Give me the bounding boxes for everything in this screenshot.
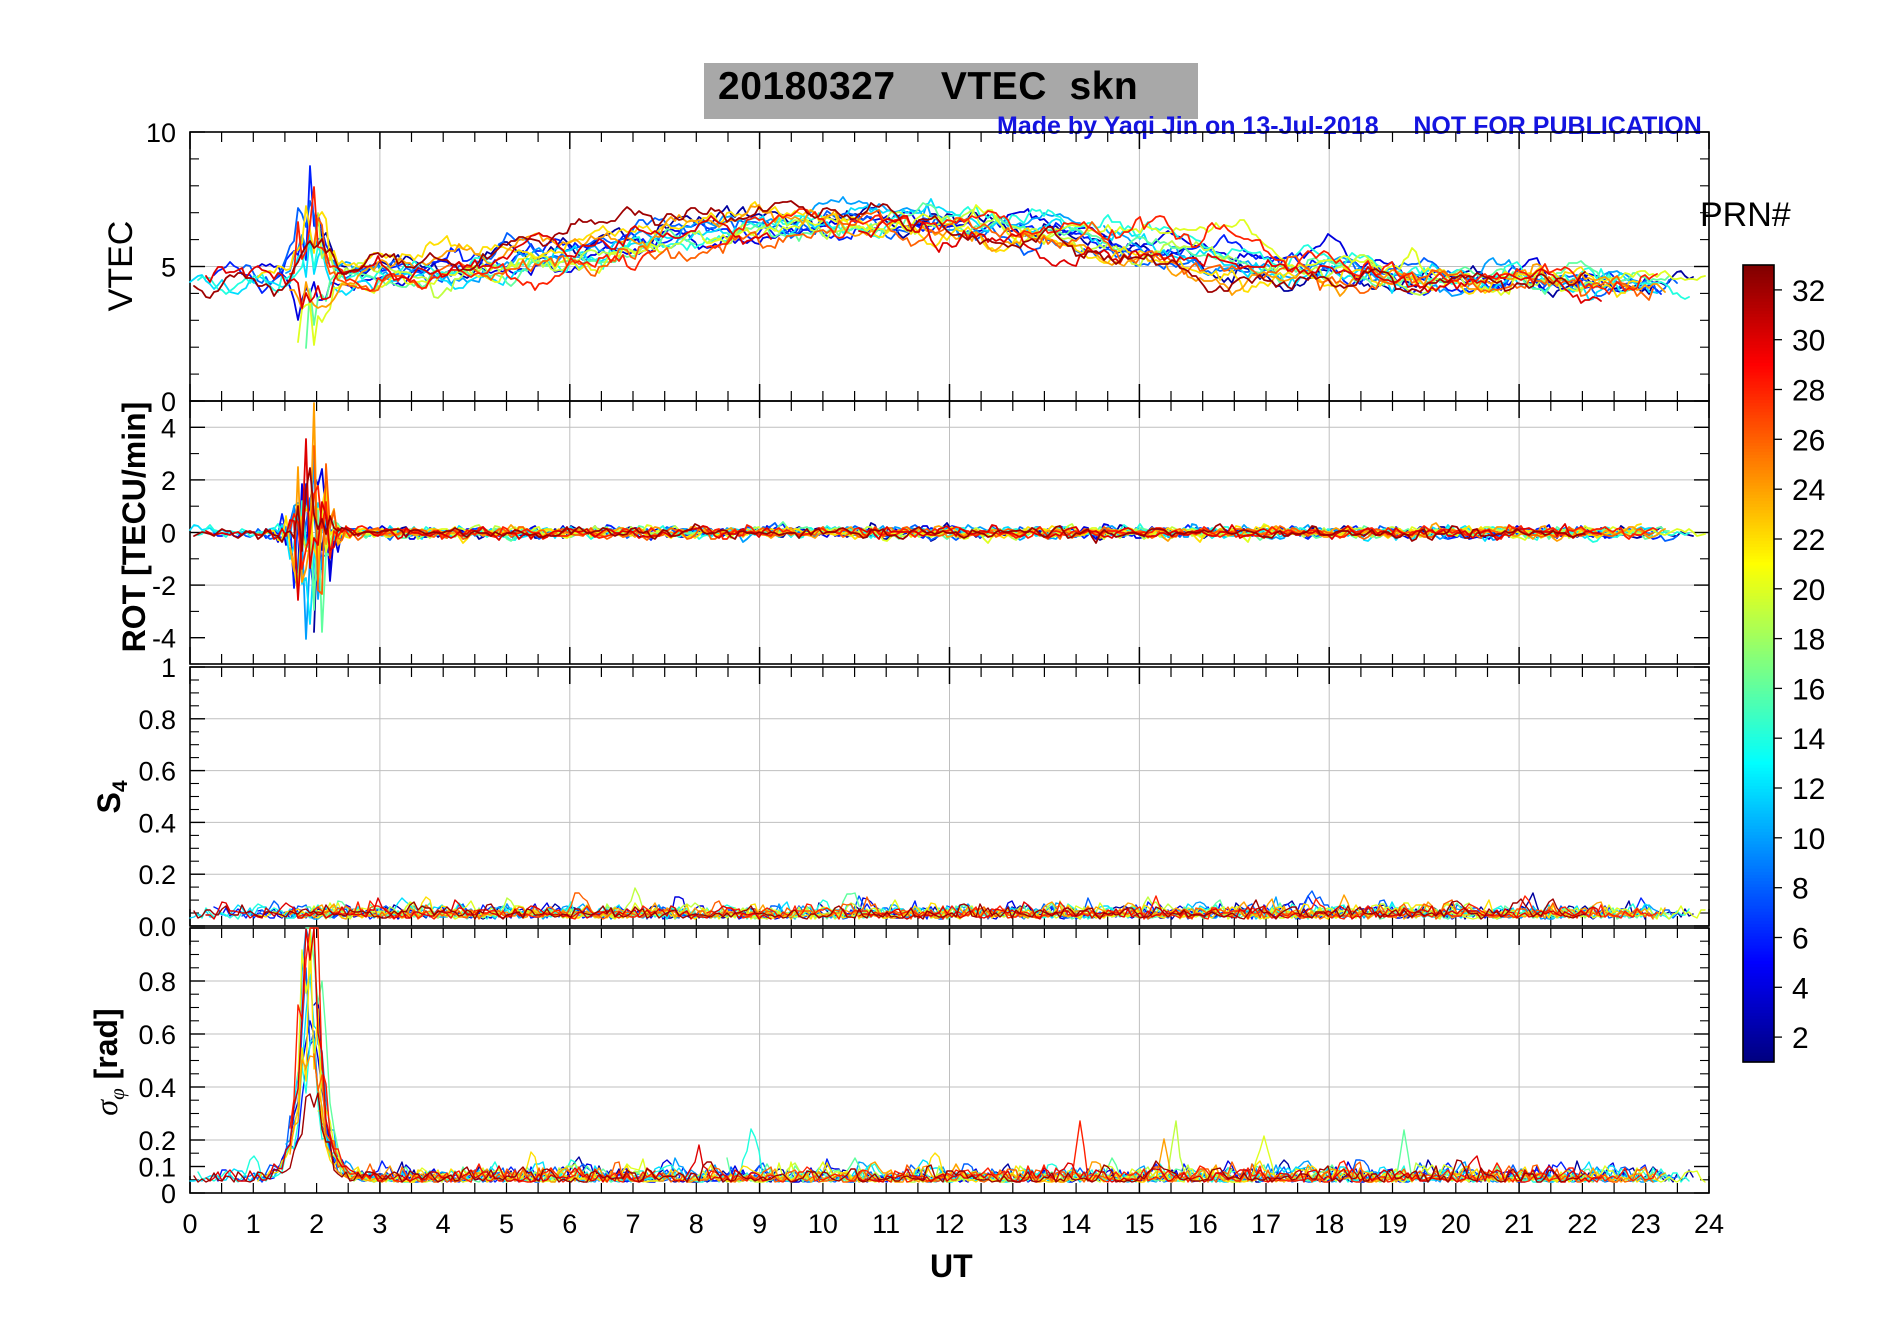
svg-text:20: 20 — [1792, 574, 1825, 607]
svg-text:17: 17 — [1251, 1209, 1281, 1239]
svg-text:0.8: 0.8 — [138, 705, 176, 735]
svg-text:0.1: 0.1 — [138, 1153, 176, 1183]
svg-text:10: 10 — [146, 118, 176, 148]
svg-text:6: 6 — [1792, 923, 1809, 956]
svg-text:23: 23 — [1631, 1209, 1661, 1239]
svg-text:0.8: 0.8 — [138, 967, 176, 997]
svg-text:2: 2 — [309, 1209, 324, 1239]
svg-text:0: 0 — [161, 1179, 176, 1209]
svg-text:2: 2 — [161, 466, 176, 496]
svg-text:24: 24 — [1792, 474, 1825, 507]
svg-text:8: 8 — [1792, 873, 1809, 906]
svg-text:18: 18 — [1792, 624, 1825, 657]
svg-text:12: 12 — [1792, 773, 1825, 806]
svg-text:26: 26 — [1792, 424, 1825, 457]
svg-text:22: 22 — [1792, 524, 1825, 557]
svg-text:-2: -2 — [152, 571, 176, 601]
svg-text:22: 22 — [1567, 1209, 1597, 1239]
svg-text:32: 32 — [1792, 275, 1825, 308]
svg-text:2: 2 — [1792, 1022, 1809, 1055]
svg-text:14: 14 — [1792, 723, 1825, 756]
svg-text:16: 16 — [1792, 673, 1825, 706]
svg-text:0.6: 0.6 — [138, 1020, 176, 1050]
svg-text:21: 21 — [1504, 1209, 1534, 1239]
svg-text:9: 9 — [752, 1209, 767, 1239]
svg-text:10: 10 — [808, 1209, 838, 1239]
svg-text:-4: -4 — [152, 624, 176, 654]
svg-text:6: 6 — [562, 1209, 577, 1239]
svg-text:13: 13 — [998, 1209, 1028, 1239]
svg-text:20: 20 — [1441, 1209, 1471, 1239]
svg-text:18: 18 — [1314, 1209, 1344, 1239]
svg-text:1: 1 — [161, 653, 176, 683]
svg-text:0.0: 0.0 — [138, 912, 176, 942]
svg-text:7: 7 — [625, 1209, 640, 1239]
svg-text:1: 1 — [246, 1209, 261, 1239]
svg-text:0.6: 0.6 — [138, 757, 176, 787]
svg-text:15: 15 — [1124, 1209, 1154, 1239]
svg-text:3: 3 — [372, 1209, 387, 1239]
svg-text:10: 10 — [1792, 823, 1825, 856]
svg-text:24: 24 — [1694, 1209, 1724, 1239]
svg-text:4: 4 — [1792, 972, 1809, 1005]
svg-text:30: 30 — [1792, 325, 1825, 358]
svg-text:0.4: 0.4 — [138, 808, 176, 838]
svg-text:0.2: 0.2 — [138, 1126, 176, 1156]
svg-text:0.2: 0.2 — [138, 860, 176, 890]
svg-text:5: 5 — [499, 1209, 514, 1239]
svg-text:4: 4 — [436, 1209, 451, 1239]
svg-text:19: 19 — [1377, 1209, 1407, 1239]
svg-text:14: 14 — [1061, 1209, 1091, 1239]
svg-text:11: 11 — [872, 1209, 900, 1239]
svg-text:8: 8 — [689, 1209, 704, 1239]
svg-text:5: 5 — [161, 253, 176, 283]
svg-text:4: 4 — [161, 413, 176, 443]
svg-text:0: 0 — [182, 1209, 197, 1239]
svg-text:0.4: 0.4 — [138, 1073, 176, 1103]
svg-text:12: 12 — [934, 1209, 964, 1239]
svg-text:0: 0 — [161, 519, 176, 549]
svg-text:16: 16 — [1188, 1209, 1218, 1239]
svg-text:28: 28 — [1792, 375, 1825, 408]
